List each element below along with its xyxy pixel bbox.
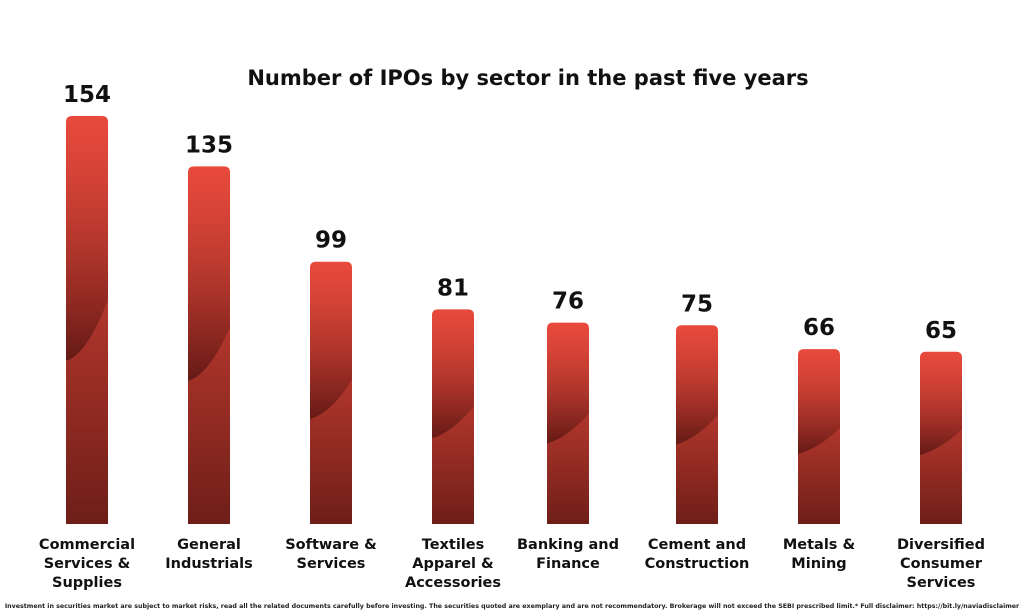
category-label: Consumer xyxy=(900,556,983,572)
category-label: Accessories xyxy=(405,575,501,591)
bar-shading xyxy=(188,172,230,381)
category-label: Industrials xyxy=(165,556,253,572)
data-label: 76 xyxy=(552,289,584,315)
category-label: Diversified xyxy=(897,537,985,553)
category-label: Apparel & xyxy=(412,556,494,572)
data-label: 66 xyxy=(803,315,835,341)
category-label: Services xyxy=(297,556,366,572)
category-label: Services xyxy=(907,575,976,591)
category-label: Mining xyxy=(791,556,846,572)
bar-shading xyxy=(432,315,474,439)
chart-title: Number of IPOs by sector in the past fiv… xyxy=(247,66,809,90)
data-label: 99 xyxy=(315,228,347,254)
data-label: 75 xyxy=(681,291,713,317)
category-label: Cement and xyxy=(648,537,746,553)
category-label: Supplies xyxy=(52,575,122,591)
category-label: Finance xyxy=(536,556,600,572)
bar-shading xyxy=(920,357,962,456)
bar-shading xyxy=(547,328,589,444)
category-label: Services & xyxy=(44,556,131,572)
category-label: Banking and xyxy=(517,537,619,553)
category-label: Software & xyxy=(285,537,377,553)
data-label: 65 xyxy=(925,318,957,344)
category-label: Metals & xyxy=(783,537,856,553)
bar-shading xyxy=(798,355,840,455)
disclaimer-footer: Investment in securities market are subj… xyxy=(4,603,1020,610)
category-label: General xyxy=(177,537,241,553)
category-label: Textiles xyxy=(422,537,485,553)
category-label: Construction xyxy=(645,556,750,572)
data-label: 154 xyxy=(63,82,111,108)
bar-shading xyxy=(66,122,108,361)
bar-shading xyxy=(310,267,352,420)
bar-shading xyxy=(676,331,718,445)
data-label: 81 xyxy=(437,275,469,301)
data-label: 135 xyxy=(185,132,233,158)
category-label: Commercial xyxy=(39,537,135,553)
